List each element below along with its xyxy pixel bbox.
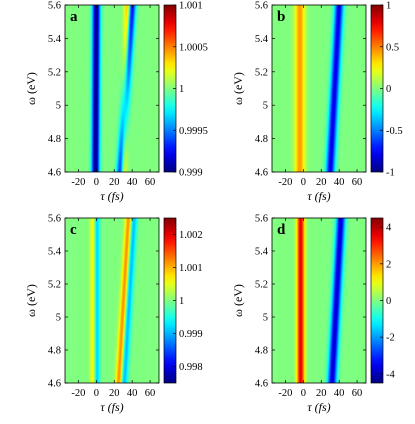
y-tick-label: 4.8 [48,134,61,145]
y-tick-label: 4.6 [255,379,268,390]
y-tick-label: 5.6 [48,1,61,12]
y-tick-label: 5.4 [48,34,62,45]
x-tick-label: -20 [278,177,292,188]
y-tick-label: 4.8 [255,134,268,145]
x-tick-label: 20 [109,177,120,188]
y-tick-label: 5.2 [48,280,61,291]
y-tick-label: 4.8 [255,346,268,357]
y-tick-label: 5.6 [48,214,61,225]
colorbar-tick-label: 1 [179,296,184,307]
x-tick-label: 0 [94,177,99,188]
panel-b: -20 0 20 40 60 4.6 4.8 5 5.2 5.4 5.6 τ (fs) ω (eV) b -… [231,1,403,204]
x-tick-label: 0 [301,388,306,399]
heatmap-image [272,5,366,172]
colorbar-tick-label: 2 [386,259,391,270]
colorbar-tick-label: 0 [386,296,391,307]
axes-frame [271,4,367,173]
colorbar-tick-label: -2 [386,333,395,344]
panel-letter: d [277,222,286,238]
x-tick-label: -20 [71,177,85,188]
x-tick-label: 20 [316,388,327,399]
y-axis-label: ω (eV) [24,284,38,317]
y-tick-label: 4.6 [255,168,268,179]
y-axis-label: ω (eV) [24,72,38,105]
colorbar-tick-label: 0 [386,84,391,95]
colorbar-tick-label: 0.999 [179,329,203,340]
y-tick-label: 5 [56,101,61,112]
y-tick-label: 5.2 [48,67,61,78]
y-tick-label: 5 [263,101,268,112]
panel-a: -20 0 20 40 60 4.6 4.8 5 5.2 5.4 5.6 τ (fs) ω (eV) a 0… [24,1,208,204]
axes-frame [64,217,160,384]
y-tick-label: 5.6 [255,214,268,225]
x-axis-label: τ (fs) [100,400,123,414]
y-tick-label: 5 [56,313,61,324]
x-axis-label: τ (fs) [307,189,330,203]
panel-letter: b [277,9,285,25]
x-tick-label: 20 [316,177,327,188]
colorbar-tick-label: 4 [386,223,392,234]
y-tick-label: 4.6 [48,168,61,179]
x-tick-label: -20 [71,388,85,399]
panel-letter: a [70,9,78,25]
y-tick-label: 4.6 [48,379,61,390]
y-tick-label: 4.8 [48,346,61,357]
x-tick-label: 20 [109,388,120,399]
y-tick-label: 5.2 [255,67,268,78]
y-tick-label: 5.4 [48,247,62,258]
x-tick-label: 60 [352,177,363,188]
colorbar-tick-label: -0.5 [386,126,403,137]
panel-d: -20 0 20 40 604.64.855.25.45.6τ (fs)ω (eV)d-… [231,214,395,415]
colorbar-tick-label: 1 [386,1,391,12]
colorbar-tick-label: 0.998 [179,362,203,373]
y-tick-label: 5.6 [255,1,268,12]
x-tick-label: 0 [94,388,99,399]
y-tick-label: 5.4 [255,34,269,45]
x-tick-label: 60 [352,388,363,399]
colorbar-tick-label: 0.5 [386,42,399,53]
x-tick-label: 40 [127,388,138,399]
panel-c: -20 0 20 40 60 4.6 4.8 5 5.2 5.4 5.6 τ (fs) ω (eV) c 0… [24,214,203,415]
x-axis-label: τ (fs) [100,189,123,203]
y-axis-label: ω (eV) [231,72,245,105]
heatmap-image [65,5,159,172]
colorbar-tick-label: 1.001 [179,263,203,274]
x-axis-label: τ (fs) [307,400,330,414]
y-axis-label: ω (eV) [231,284,245,317]
heatmap-image [65,218,159,383]
colorbar-tick-label: -4 [386,369,395,380]
colorbar-tick-label: 1.0005 [179,42,208,53]
x-tick-label: 60 [145,177,156,188]
axes-frame [271,217,367,384]
colorbar-tick-label: 0.9995 [179,126,208,137]
axes-frame [64,4,160,173]
colorbar-tick-label: 0.999 [179,168,203,179]
colorbar-tick-label: -1 [386,168,395,179]
x-tick-label: 0 [301,177,306,188]
y-tick-label: 5 [263,313,268,324]
x-tick-label: 40 [127,177,138,188]
x-tick-label: 60 [145,388,156,399]
colorbar-tick-label: 1.001 [179,1,203,12]
heatmap-image [272,218,366,383]
panel-letter: c [70,222,77,238]
x-tick-label: 40 [334,388,345,399]
colorbar-tick-label: 1.002 [179,230,203,241]
y-tick-label: 5.4 [255,247,269,258]
x-tick-label: 40 [334,177,345,188]
y-tick-label: 5.2 [255,280,268,291]
colorbar-tick-label: 1 [179,84,184,95]
x-tick-label: -20 [278,388,292,399]
